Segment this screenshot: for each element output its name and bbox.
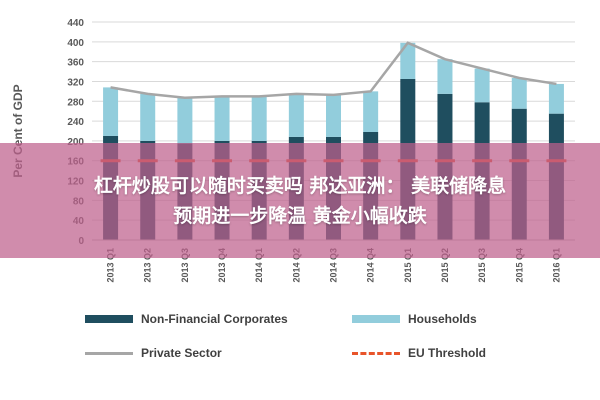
overlay-title-line2: 预期进一步降温 黄金小幅收跌 bbox=[173, 204, 427, 227]
x-tick-label: 2014 Q3 bbox=[329, 248, 339, 283]
legend-item-eu-threshold: EU Threshold bbox=[352, 346, 486, 360]
bar-households bbox=[474, 68, 490, 103]
y-tick-label: 440 bbox=[67, 18, 84, 29]
line-private-sector bbox=[110, 41, 557, 100]
x-tick-label: 2014 Q4 bbox=[366, 248, 376, 283]
bar-households bbox=[214, 96, 230, 141]
bar-households bbox=[363, 91, 379, 132]
legend-swatch-corporates bbox=[85, 315, 133, 323]
x-tick-label: 2013 Q4 bbox=[217, 248, 227, 283]
bar-households bbox=[177, 97, 193, 144]
y-tick-label: 360 bbox=[67, 58, 84, 69]
x-tick-label: 2013 Q1 bbox=[106, 248, 116, 283]
legend-swatch-households bbox=[352, 315, 400, 323]
chart-legend: Non-Financial Corporates Households Priv… bbox=[85, 312, 555, 372]
x-tick-label: 2015 Q2 bbox=[440, 248, 450, 283]
legend-label-eu-threshold: EU Threshold bbox=[408, 346, 487, 360]
x-tick-label: 2013 Q2 bbox=[143, 248, 153, 283]
x-tick-label: 2015 Q4 bbox=[514, 248, 524, 283]
bar-households bbox=[140, 93, 156, 141]
y-tick-label: 400 bbox=[67, 38, 84, 49]
bar-households bbox=[400, 42, 416, 79]
legend-swatch-private-sector bbox=[85, 351, 133, 355]
overlay-title-line1: 杠杆炒股可以随时买卖吗 邦达亚洲： 美联储降息 bbox=[93, 174, 507, 197]
overlay-banner: 杠杆炒股可以随时买卖吗 邦达亚洲： 美联储降息 预期进一步降温 黄金小幅收跌 bbox=[0, 143, 600, 258]
x-tick-label: 2013 Q3 bbox=[180, 248, 190, 283]
bar-households bbox=[288, 93, 304, 137]
bar-households bbox=[548, 83, 564, 114]
bar-households bbox=[437, 59, 453, 94]
y-tick-label: 240 bbox=[67, 117, 84, 128]
x-tick-label: 2015 Q3 bbox=[477, 248, 487, 283]
y-tick-label: 200 bbox=[67, 137, 84, 148]
y-tick-label: 320 bbox=[67, 77, 84, 88]
bar-households bbox=[103, 87, 119, 136]
legend-label-households: Households bbox=[408, 312, 477, 326]
bar-households bbox=[511, 77, 527, 109]
legend-swatch-eu-threshold bbox=[352, 351, 400, 355]
x-tick-label: 2014 Q1 bbox=[254, 248, 264, 283]
x-tick-label: 2015 Q1 bbox=[403, 248, 413, 283]
legend-item-non-financial-corporates: Non-Financial Corporates bbox=[85, 312, 288, 326]
y-tick-label: 280 bbox=[67, 97, 84, 108]
legend-item-households: Households bbox=[352, 312, 477, 326]
bar-households bbox=[251, 96, 267, 141]
legend-item-private-sector: Private Sector bbox=[85, 346, 222, 360]
x-tick-label: 2014 Q2 bbox=[291, 248, 301, 283]
legend-label-corporates: Non-Financial Corporates bbox=[141, 312, 288, 326]
legend-label-private-sector: Private Sector bbox=[141, 346, 222, 360]
bar-households bbox=[326, 94, 341, 137]
x-tick-label: 2016 Q1 bbox=[551, 248, 561, 283]
